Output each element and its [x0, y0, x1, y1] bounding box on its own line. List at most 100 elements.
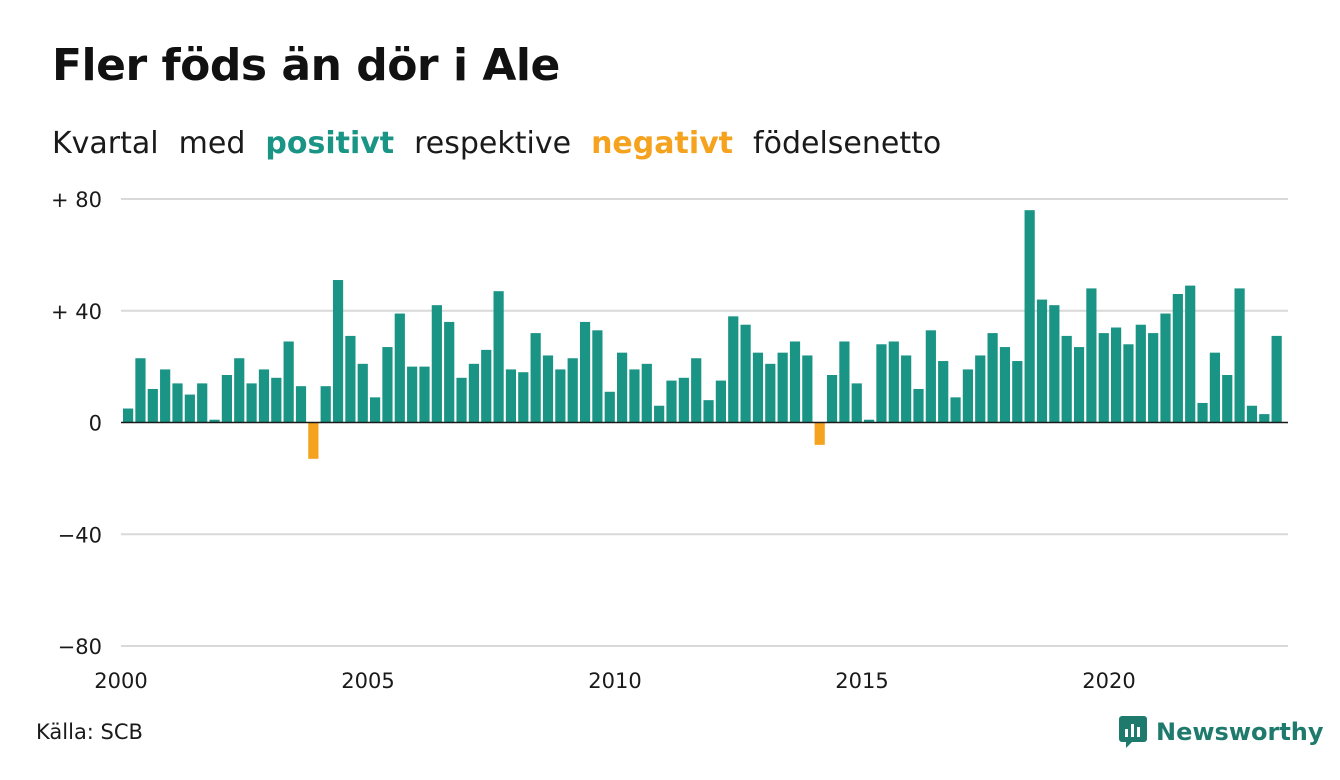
bar: [1073, 347, 1085, 423]
subtitle-text-fodelsenetto: födelsenetto: [753, 126, 942, 161]
bar: [1036, 299, 1048, 423]
x-tick-label: 2005: [341, 669, 394, 693]
x-tick-label: 2010: [588, 669, 641, 693]
bar: [1222, 375, 1233, 423]
bar: [456, 377, 467, 423]
x-tick-label: 2000: [94, 669, 147, 693]
bar: [444, 321, 455, 423]
bar: [777, 352, 788, 423]
bar: [678, 377, 689, 423]
bar: [1098, 333, 1109, 423]
bar: [518, 372, 529, 423]
bar: [555, 369, 566, 423]
bar: [1234, 288, 1245, 423]
bar: [135, 358, 146, 423]
brand-name: Newsworthy: [1156, 718, 1324, 746]
chart-subtitle: Kvartal med positivt respektive negativt föde…: [52, 126, 961, 161]
bar: [950, 397, 961, 423]
y-tick-label: −40: [58, 523, 102, 547]
bar: [888, 341, 899, 423]
bar: [209, 419, 220, 423]
source-label: Källa: SCB: [36, 720, 143, 744]
bar: [1209, 352, 1220, 423]
bar: [876, 344, 887, 423]
bar: [419, 366, 430, 423]
bar: [975, 355, 986, 423]
bar: [320, 386, 331, 423]
bar: [814, 422, 825, 445]
x-tick-label: 2020: [1082, 669, 1135, 693]
x-tick-label: 2015: [835, 669, 888, 693]
bar: [1160, 313, 1171, 423]
bar: [1271, 335, 1282, 423]
bar: [123, 408, 134, 423]
bar: [851, 383, 862, 423]
subtitle-text-respektive: respektive: [414, 126, 572, 161]
bar: [962, 369, 973, 423]
bar: [629, 369, 640, 423]
bar: [160, 369, 171, 423]
subtitle-positive-label: positivt: [265, 126, 395, 161]
bar: [258, 369, 270, 423]
bar: [925, 330, 936, 423]
bar: [234, 358, 245, 423]
bar: [1123, 344, 1134, 423]
subtitle-text-med: med: [178, 126, 246, 161]
bar: [1246, 405, 1258, 423]
bar: [493, 291, 504, 423]
bar: [567, 358, 578, 423]
bar: [752, 352, 764, 423]
subtitle-negative-label: negativt: [591, 126, 734, 161]
bar: [1197, 402, 1208, 423]
bar: [1148, 333, 1159, 423]
y-tick-label: 0: [89, 412, 102, 436]
bar: [654, 405, 665, 423]
bar: [345, 335, 356, 423]
bar: [283, 341, 294, 423]
y-tick-label: −80: [58, 635, 102, 659]
bar: [901, 355, 912, 423]
bar: [826, 375, 838, 423]
bar: [1024, 210, 1035, 423]
bar: [617, 352, 628, 423]
bar: [271, 377, 282, 423]
bar: [666, 380, 677, 423]
brand-logo: Newsworthy: [1118, 714, 1324, 750]
bar: [703, 400, 714, 423]
bar: [789, 341, 801, 423]
bar: [542, 355, 554, 423]
bar: [221, 375, 232, 423]
bar: [765, 363, 776, 423]
newsworthy-logo-icon: [1119, 716, 1147, 748]
bar: [740, 324, 751, 423]
bar: [1061, 335, 1072, 423]
bar: [715, 380, 726, 423]
bar: [938, 361, 949, 423]
bar: [1185, 285, 1196, 423]
chart-title: Fler föds än dör i Ale: [52, 40, 560, 91]
bar: [913, 388, 924, 423]
bar: [172, 383, 183, 423]
bar: [1135, 324, 1146, 423]
bar: [308, 422, 319, 459]
y-tick-label: + 80: [51, 188, 102, 212]
bar: [1049, 305, 1060, 423]
bar: [604, 391, 615, 423]
bar: [579, 321, 591, 423]
bar: [431, 305, 442, 423]
bar: [147, 388, 158, 423]
bar: [382, 347, 393, 423]
bar: [197, 383, 208, 423]
bar: [184, 394, 195, 423]
bar: [802, 355, 813, 423]
bar: [505, 369, 517, 423]
y-tick-label: + 40: [51, 300, 102, 324]
bar: [468, 363, 479, 423]
bar: [407, 366, 418, 423]
bar: [1086, 288, 1097, 423]
bar: [530, 333, 541, 423]
bar: [728, 316, 739, 423]
bar: [592, 330, 603, 423]
bar: [839, 341, 850, 423]
